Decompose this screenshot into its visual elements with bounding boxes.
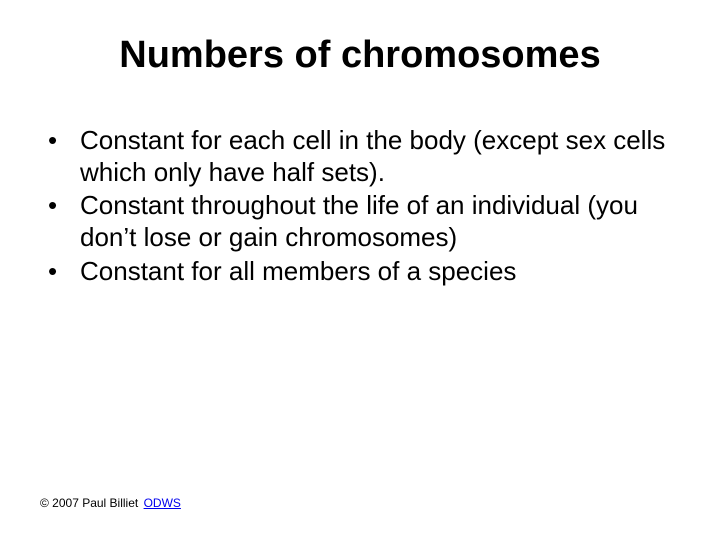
slide: Numbers of chromosomes Constant for each… [0,0,720,540]
footer-link[interactable]: ODWS [144,496,181,510]
bullet-list: Constant for each cell in the body (exce… [40,125,680,288]
copyright-text: © 2007 Paul Billiet [40,496,138,510]
bullet-item: Constant for all members of a species [46,256,680,288]
bullet-item: Constant throughout the life of an indiv… [46,190,680,253]
footer: © 2007 Paul Billiet ODWS [40,496,181,510]
slide-title: Numbers of chromosomes [40,34,680,77]
bullet-item: Constant for each cell in the body (exce… [46,125,680,188]
